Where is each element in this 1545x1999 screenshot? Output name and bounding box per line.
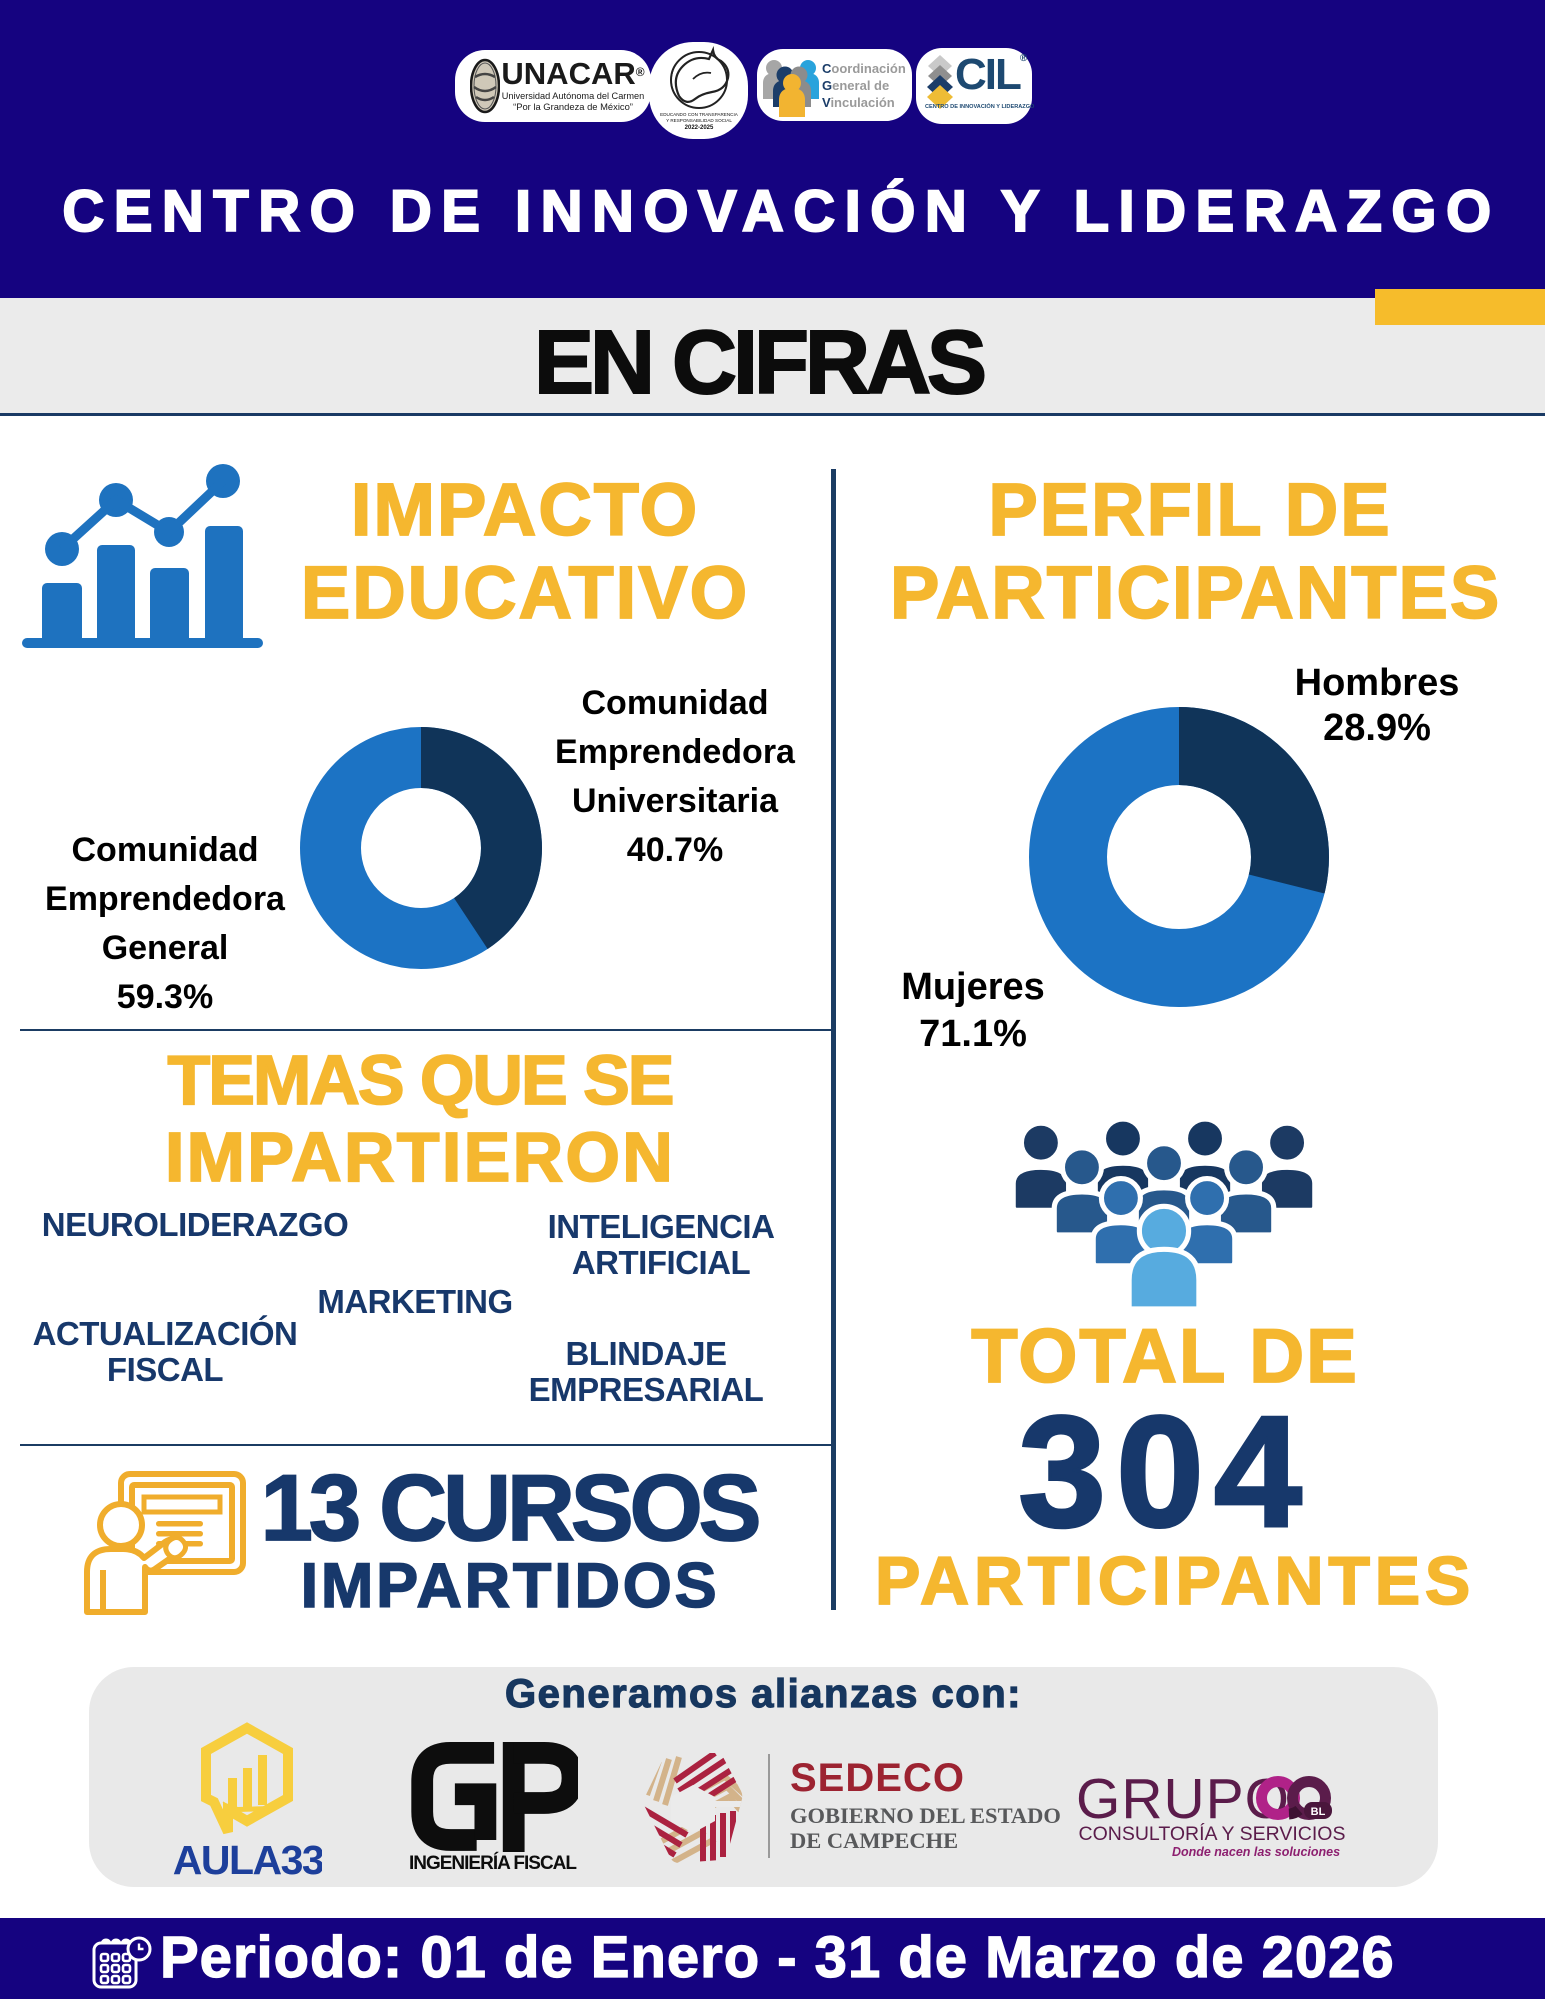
svg-text:Y RESPONSABILIDAD SOCIAL: Y RESPONSABILIDAD SOCIAL [666,118,732,123]
svg-text:2022-2025: 2022-2025 [685,125,714,131]
svg-text:Donde nacen las soluciones: Donde nacen las soluciones [1172,1845,1340,1859]
svg-text:BL: BL [1311,1806,1326,1818]
svg-text:CONSULTORÍA Y SERVICIOS: CONSULTORÍA Y SERVICIOS [1079,1822,1346,1845]
svg-text:GRUPO: GRUPO [1076,1767,1290,1831]
svg-text:EDUCANDO CON TRANSPARENCIA: EDUCANDO CON TRANSPARENCIA [660,112,739,117]
svg-text:AULA33: AULA33 [173,1837,322,1880]
